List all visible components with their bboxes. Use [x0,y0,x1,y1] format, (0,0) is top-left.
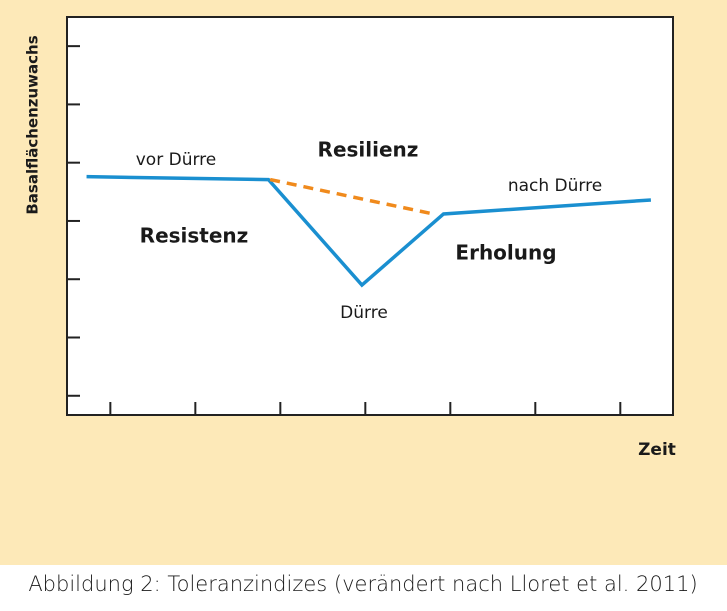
caption: Abbildung 2: Toleranzindizes (verändert … [28,572,697,596]
annotation: Erholung [455,241,556,265]
x-axis-label: Zeit [638,440,676,460]
line [86,174,652,288]
annotation: Resilienz [318,138,419,162]
annotation: Dürre [340,303,388,323]
y-axis-label: Basalflächenzuwachs [24,35,42,214]
line [269,177,434,216]
plot-area [66,16,674,416]
annotation: nach Dürre [508,176,602,196]
annotation: Resistenz [140,224,249,248]
annotation: vor Dürre [136,150,216,170]
